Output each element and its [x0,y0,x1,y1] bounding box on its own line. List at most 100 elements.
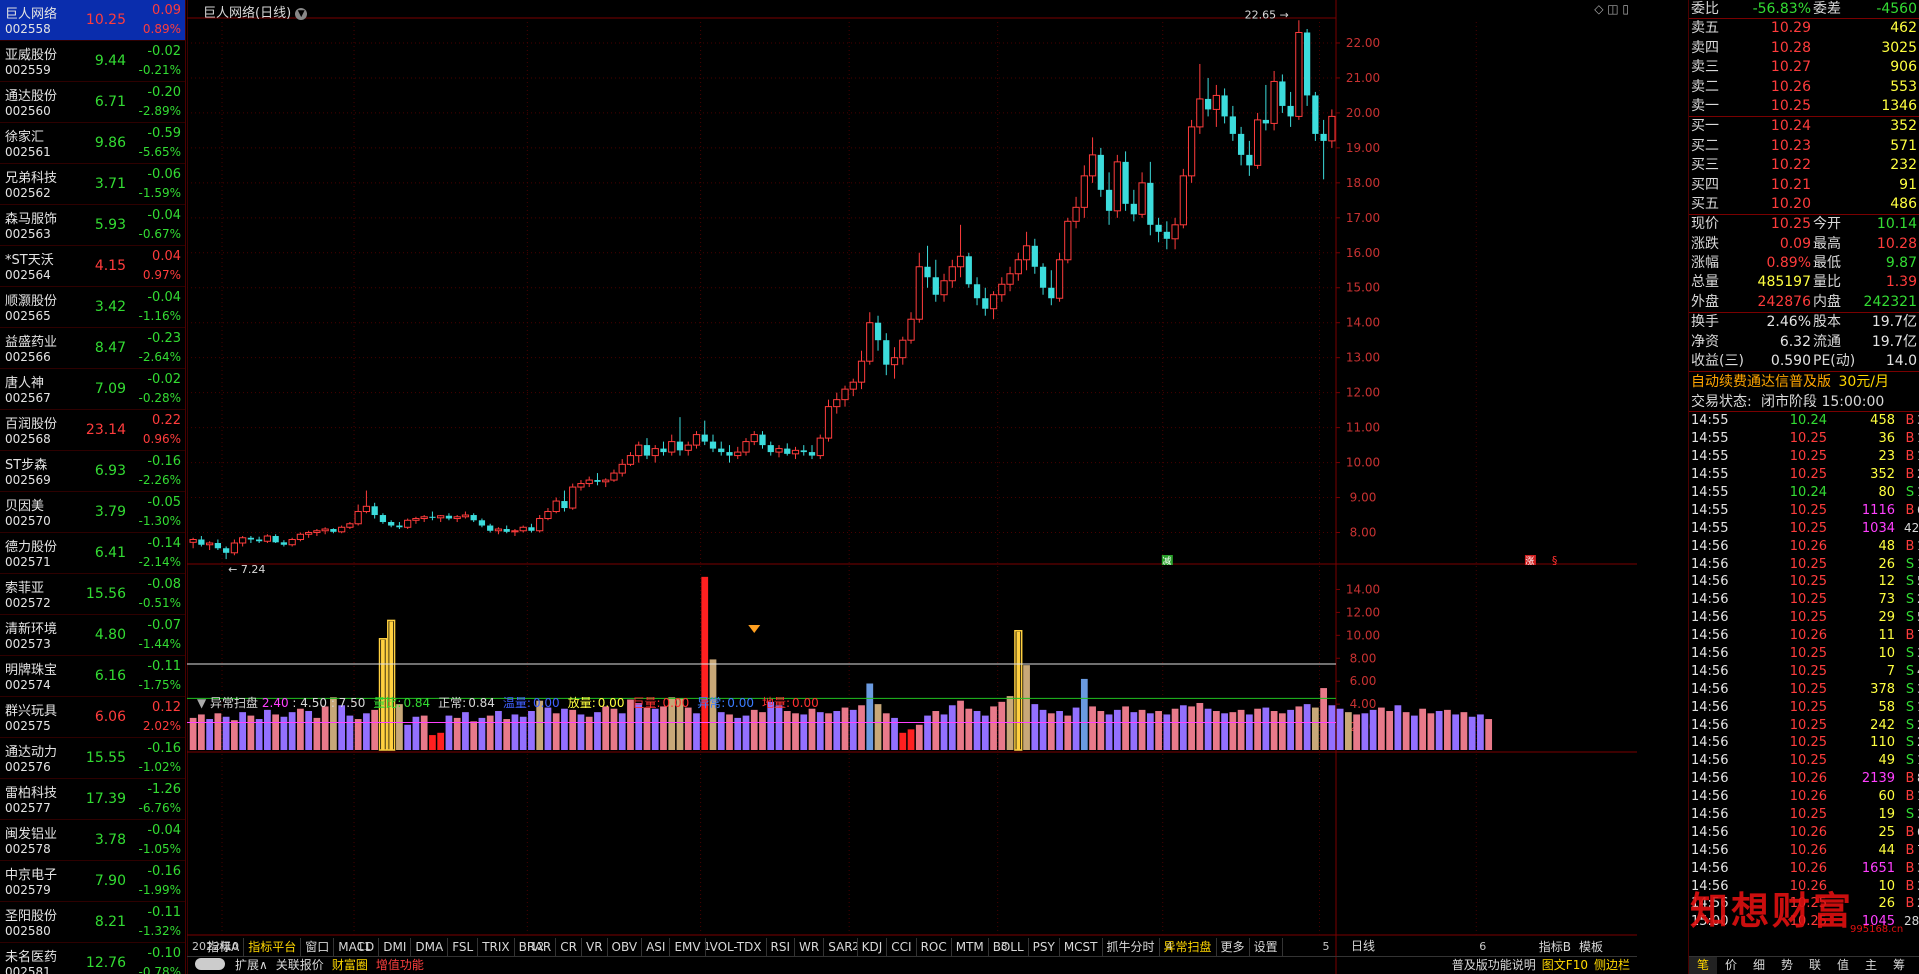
stock-list-row[interactable]: 通达动力 002576 15.55 -0.16 -1.02% [0,738,185,779]
bottom-bar-item[interactable]: 关联报价 [275,958,324,972]
bottom-bar-right-item[interactable]: 侧边栏 [1593,958,1630,972]
promo-price[interactable]: 30元/月 [1838,374,1889,391]
tick-list[interactable]: 14:5510.24458B3414:5510.2536B1114:5510.2… [1689,412,1919,931]
bids-level-row[interactable]: 买一 10.24 352 [1689,117,1919,136]
stock-change: 0.09 [152,3,181,18]
indicator-tab[interactable]: VR [582,938,608,956]
indicator-tab-right[interactable]: 指标B [1538,940,1571,954]
stock-list-row[interactable]: 雷柏科技 002577 17.39 -1.26 -6.76% [0,779,185,820]
indicator-tab[interactable]: FSL [448,938,479,956]
stock-list-row[interactable]: 贝因美 002570 3.79 -0.05 -1.30% [0,492,185,533]
indicator-tab[interactable]: RSI [767,938,796,956]
indicator-tab-right[interactable]: 模板 [1578,940,1603,954]
indicator-tab[interactable]: WR [795,938,825,956]
stock-list-row[interactable]: 益盛药业 002566 8.47 -0.23 -2.64% [0,328,185,369]
indicator-tab[interactable]: OBV [608,938,643,956]
stock-list-row[interactable]: 未名医药 002581 12.76 -0.10 -0.78% [0,943,185,974]
indicator-tab[interactable]: 指标平台 [244,938,302,956]
indicator-tab[interactable]: 窗口 [301,938,335,956]
quote-panel-tab[interactable]: 筹 [1892,958,1905,972]
quote-panel-tab[interactable]: 细 [1752,958,1765,972]
tick-row: 15:00 10.25 1045 282 [1689,913,1919,931]
bottom-bar-item[interactable]: 财富圈 [331,958,368,972]
indicator-tab[interactable]: CR [556,938,582,956]
stock-list-row[interactable]: 德力股份 002571 6.41 -0.14 -2.14% [0,533,185,574]
indicator-tab[interactable]: 抓牛分时 [1103,938,1160,956]
bids-level-row[interactable]: 买三 10.22 232 [1689,156,1919,175]
indicator-tab[interactable]: KDJ [858,938,888,956]
quote-panel-tab[interactable]: 笔 [1689,957,1717,974]
asks-level-row[interactable]: 卖五 10.29 462 [1689,19,1919,38]
quote-panel-tab[interactable]: 值 [1836,958,1849,972]
stock-code: 002564 [5,268,51,282]
stock-price: 6.71 [94,94,126,110]
stock-list-row[interactable]: 清新环境 002573 4.80 -0.07 -1.44% [0,615,185,656]
quote-panel-tab[interactable]: 联 [1808,958,1821,972]
indicator-tab[interactable]: 更多 [1217,938,1250,956]
chart-toolbar-icons[interactable]: ◇ ◫ ▯ [1594,2,1629,16]
indicator-bar [833,711,841,750]
indicator-tab[interactable]: MTM [952,938,989,956]
promo-banner[interactable]: 自动续费通达信普及版 30元/月 [1689,372,1919,392]
chart-area[interactable]: 22.00 21.00 20.00 19.00 18.00 17.00 16.00 15.00… [187,0,1637,974]
stock-list-row[interactable]: 索菲亚 002572 15.56 -0.08 -0.51% [0,574,185,615]
tick-time: 14:56 [1691,628,1729,644]
bids-level-row[interactable]: 买五 10.20 486 [1689,195,1919,214]
indicator-tab[interactable]: MACD [334,938,380,956]
stock-list-row[interactable]: 百润股份 002568 23.14 0.22 0.96% [0,410,185,451]
indicator-tab[interactable]: DMA [411,938,449,956]
bottom-bar-item[interactable]: 扩展∧ [235,958,268,972]
stock-list-row[interactable]: 徐家汇 002561 9.86 -0.59 -5.65% [0,123,185,164]
stock-list-row[interactable]: 巨人网络 002558 10.25 0.09 0.89% [0,0,185,41]
asks-level-row[interactable]: 卖四 10.28 3025 [1689,39,1919,58]
indicator-tab[interactable]: SAR [824,938,858,956]
tick-price: 10.26 [1789,878,1827,894]
stock-list-row[interactable]: 通达股份 002560 6.71 -0.20 -2.89% [0,82,185,123]
stock-list-row[interactable]: 兄弟科技 002562 3.71 -0.06 -1.59% [0,164,185,205]
indicator-tab[interactable]: BRAR [515,938,557,956]
stock-list-row[interactable]: 唐人神 002567 7.09 -0.02 -0.28% [0,369,185,410]
stock-list-row[interactable]: 圣阳股份 002580 8.21 -0.11 -1.32% [0,902,185,943]
stock-list-row[interactable]: ST步森 002569 6.93 -0.16 -2.26% [0,451,185,492]
indicator-tab[interactable]: BOLL [989,938,1029,956]
stock-list-row[interactable]: 闽发铝业 002578 3.78 -0.04 -1.05% [0,820,185,861]
quote-panel-tab[interactable]: 价 [1724,958,1737,972]
indicator-tab[interactable]: 设置 [1250,938,1283,956]
indicator-tab[interactable]: DMI [379,938,412,956]
stock-list-row[interactable]: *ST天沃 002564 4.15 0.04 0.97% [0,246,185,287]
chevron-down-icon[interactable]: ▼ [295,8,308,20]
quote-panel-tab[interactable]: 势 [1780,958,1793,972]
indicator-tab[interactable]: CCI [887,938,917,956]
stock-list-row[interactable]: 顺灏股份 002565 3.42 -0.04 -1.16% [0,287,185,328]
indicator-tab[interactable]: 指标A [203,938,245,956]
asks-level-row[interactable]: 卖三 10.27 906 [1689,58,1919,77]
indicator-tab[interactable]: MCST [1060,938,1103,956]
indicator-tab[interactable]: VOL-TDX [706,938,767,956]
stock-list-row[interactable]: 群兴玩具 002575 6.06 0.12 2.02% [0,697,185,738]
indicator-tab[interactable]: TRIX [478,938,515,956]
price-axis-label: 20.00 [1346,106,1380,120]
indicator-item-label: 温量: [502,696,531,710]
bids-level-row[interactable]: 买四 10.21 91 [1689,176,1919,195]
bottom-bar-right-item[interactable]: 普及版功能说明 [1451,958,1536,972]
chart-canvas[interactable]: 22.0021.0020.0019.0018.0017.0016.0015.00… [187,0,1637,974]
indicator-tab[interactable]: ROC [917,938,952,956]
bottom-bar-right-item[interactable]: 图文F10 [1541,958,1588,972]
promo-text[interactable]: 自动续费通达信普及版 [1691,374,1831,391]
stock-list-row[interactable]: 中京电子 002579 7.90 -0.16 -1.99% [0,861,185,902]
indicator-tab[interactable]: ASI [642,938,671,956]
asks-level-row[interactable]: 卖一 10.25 1346 [1689,97,1919,116]
stock-list-row[interactable]: 明牌珠宝 002574 6.16 -0.11 -1.75% [0,656,185,697]
quote-panel-tab[interactable]: 主 [1864,958,1877,972]
bids-level-row[interactable]: 买二 10.23 571 [1689,137,1919,156]
layout-toggle[interactable] [195,958,225,970]
indicator-tab[interactable]: 异常扫盘 [1160,938,1217,956]
stock-list-row[interactable]: 亚威股份 002559 9.44 -0.02 -0.21% [0,41,185,82]
indicator-tab[interactable]: EMV [670,938,706,956]
indicator-tab[interactable]: PSY [1029,938,1060,956]
bottom-bar-item[interactable]: 增值功能 [375,958,424,972]
tick-count: 11 [1917,430,1919,448]
indicator-bar [1056,711,1063,750]
stock-list-row[interactable]: 森马服饰 002563 5.93 -0.04 -0.67% [0,205,185,246]
asks-level-row[interactable]: 卖二 10.26 553 [1689,78,1919,97]
